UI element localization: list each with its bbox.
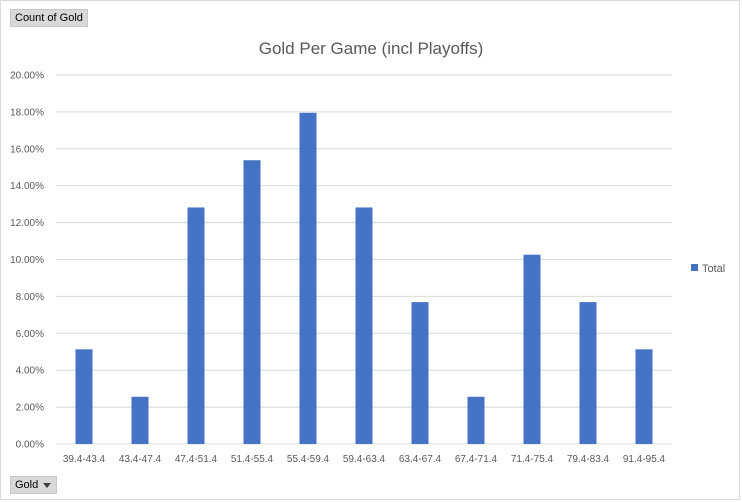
x-tick-label: 67.4-71.4 (455, 454, 498, 465)
bar[interactable] (579, 302, 597, 444)
x-tick-label: 55.4-59.4 (287, 454, 330, 465)
bars (75, 112, 653, 444)
bar[interactable] (243, 160, 261, 444)
legend-label: Total (702, 263, 725, 275)
x-tick-label: 47.4-51.4 (175, 454, 218, 465)
axis-field-label: Gold (15, 479, 39, 491)
bar[interactable] (635, 349, 653, 444)
x-tick-label: 43.4-47.4 (119, 454, 162, 465)
x-tick-label: 59.4-63.4 (343, 454, 386, 465)
y-tick-label: 16.00% (10, 144, 44, 155)
y-tick-label: 18.00% (10, 107, 44, 118)
value-field-label: Count of Gold (15, 12, 83, 24)
bar[interactable] (131, 396, 149, 444)
bar[interactable] (299, 112, 317, 444)
x-tick-label: 51.4-55.4 (231, 454, 274, 465)
y-tick-label: 12.00% (10, 218, 44, 229)
y-tick-label: 4.00% (16, 366, 44, 377)
chart-title: Gold Per Game (incl Playoffs) (259, 39, 484, 58)
y-tick-label: 6.00% (16, 329, 44, 340)
value-field-button[interactable]: Count of Gold (10, 9, 88, 27)
x-tick-label: 63.4-67.4 (399, 454, 442, 465)
bar[interactable] (523, 254, 541, 444)
legend[interactable]: Total (691, 263, 725, 275)
y-tick-label: 0.00% (16, 440, 44, 451)
x-tick-label: 71.4-75.4 (511, 454, 554, 465)
bar[interactable] (355, 207, 373, 444)
y-tick-label: 2.00% (16, 403, 44, 414)
axis-field-button[interactable]: Gold (10, 476, 58, 494)
y-tick-label: 20.00% (10, 71, 44, 82)
x-axis-ticks: 39.4-43.4 43.4-47.4 47.4-51.4 51.4-55.4 55.4… (63, 454, 666, 465)
bar[interactable] (411, 302, 429, 444)
x-tick-label: 91.4-95.4 (623, 454, 666, 465)
bar[interactable] (75, 349, 93, 444)
x-tick-label: 39.4-43.4 (63, 454, 106, 465)
y-tick-label: 8.00% (16, 292, 44, 303)
bar[interactable] (467, 396, 485, 444)
dropdown-arrow-icon[interactable] (43, 483, 52, 488)
bar[interactable] (187, 207, 205, 444)
legend-swatch (691, 264, 698, 271)
y-tick-label: 14.00% (10, 181, 44, 192)
x-tick-label: 79.4-83.4 (567, 454, 610, 465)
y-tick-label: 10.00% (10, 255, 44, 266)
y-axis-ticks: 0.00% 2.00% 4.00% 6.00% 8.00% 10.00% 12.00% 14.… (10, 71, 44, 451)
